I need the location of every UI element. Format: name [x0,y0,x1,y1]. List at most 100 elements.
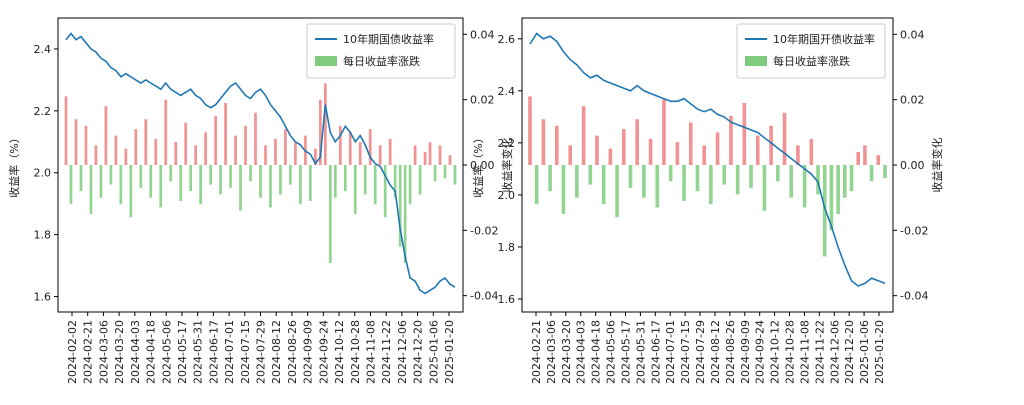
change-bar [259,165,262,198]
change-bar [413,145,417,165]
change-bar [239,165,242,211]
change-bar [378,145,382,165]
change-bar [328,165,332,263]
x-tick-label: 2024-09-24 [754,320,767,384]
x-tick-label: 2024-07-15 [239,320,252,384]
x-tick-label: 2024-05-17 [619,320,632,384]
legend-line-label: 10年期国开债收益率 [773,32,875,46]
x-tick-label: 2024-08-26 [724,320,737,384]
x-tick-label: 2024-10-12 [333,320,346,384]
change-bar [169,165,173,182]
change-bar [548,165,552,192]
change-bar [254,112,257,165]
change-bar [264,145,267,165]
x-tick-label: 2024-05-06 [605,320,618,384]
change-bar [199,165,203,205]
change-bar [453,165,457,185]
x-tick-label: 2024-07-15 [679,320,692,384]
change-bar [244,125,247,165]
change-bar [393,165,397,198]
x-tick-label: 2024-11-08 [798,320,811,384]
x-tick-label: 2024-02-21 [82,320,95,384]
x-tick-label: 2024-12-06 [396,320,409,384]
yield-line [529,32,886,287]
change-bar [358,142,362,165]
change-bar [675,142,680,165]
x-tick-label: 2024-02-21 [530,320,543,384]
change-bar [144,119,148,165]
x-tick-label: 2024-07-29 [255,320,268,384]
change-bar [119,165,123,205]
change-bar [408,165,412,205]
change-bar [843,165,847,198]
right-tick-label: 0.04 [900,28,925,41]
x-tick-label: 2024-05-31 [192,320,205,384]
change-bar [682,165,686,201]
change-bar [695,165,700,192]
right-tick-label: 0.04 [470,28,495,41]
x-tick-label: 2024-03-20 [113,320,126,384]
change-bar [822,165,827,257]
change-bar [601,165,606,205]
change-bar [776,165,780,182]
change-bar [149,165,153,198]
x-tick-label: 2024-11-08 [364,320,377,384]
right-axis-title: 收益率变化 [500,138,514,193]
x-tick-label: 2024-07-29 [694,320,707,384]
chart-1: 1.6 1.8 2.0 2.2 2.4 -0.04 -0.02 0.00 0.02 0.04 202… [7,17,514,384]
change-bar [438,145,442,165]
change-bar [869,165,874,182]
x-tick-label: 2024-03-06 [545,320,558,384]
x-tick-label: 2024-10-28 [784,320,797,384]
change-bar [84,125,88,165]
change-bar [702,145,706,165]
change-bar [836,165,840,214]
change-bar [742,102,747,165]
left-tick-label: 1.6 [34,291,52,304]
change-bar [124,148,128,165]
x-tick-label: 2024-04-03 [129,320,142,384]
change-bar [561,165,566,214]
change-bar [219,165,222,195]
change-bar [802,165,807,208]
left-tick-label: 1.6 [498,293,516,306]
change-bar [289,165,292,185]
change-bar [433,165,437,182]
change-bar [204,132,207,165]
change-bar [876,155,881,165]
change-bar [816,165,820,195]
right-tick-label: 0.02 [900,94,925,107]
left-axis-title: 收益率（%） [7,132,21,197]
change-bar [189,165,193,192]
chart-2: 1.6 1.8 2.0 2.2 2.4 2.6 -0.04 -0.02 0.00 0.02 0.04… [471,17,944,384]
change-bar [284,129,287,165]
change-bar [635,119,639,165]
x-tick-label: 2024-07-01 [223,320,236,384]
x-tick-label: 2024-03-20 [560,320,573,384]
change-bar [139,165,143,188]
change-bar [249,165,252,182]
left-tick-label: 2.0 [498,189,516,202]
change-bar [662,99,666,165]
x-tick-label: 2024-08-26 [286,320,299,384]
change-bar [309,165,312,201]
right-tick-label: 0.00 [900,159,925,172]
change-bar [234,135,237,165]
legend-bar-swatch [745,56,767,66]
change-bar [735,165,740,195]
left-tick-label: 2.2 [498,137,516,150]
x-tick-label: 2024-11-22 [380,320,393,384]
left-tick-label: 2.6 [498,33,516,46]
change-bar [762,165,767,211]
left-tick-label: 2.4 [34,43,52,56]
change-bar [789,165,794,198]
yield-line [65,32,456,295]
change-bar [333,165,337,198]
change-bar [338,125,342,165]
change-bar [343,165,347,192]
x-tick-label: 2024-04-03 [575,320,588,384]
legend-line-label: 10年期国债收益率 [343,32,434,46]
x-tick-label: 2024-12-06 [828,320,841,384]
